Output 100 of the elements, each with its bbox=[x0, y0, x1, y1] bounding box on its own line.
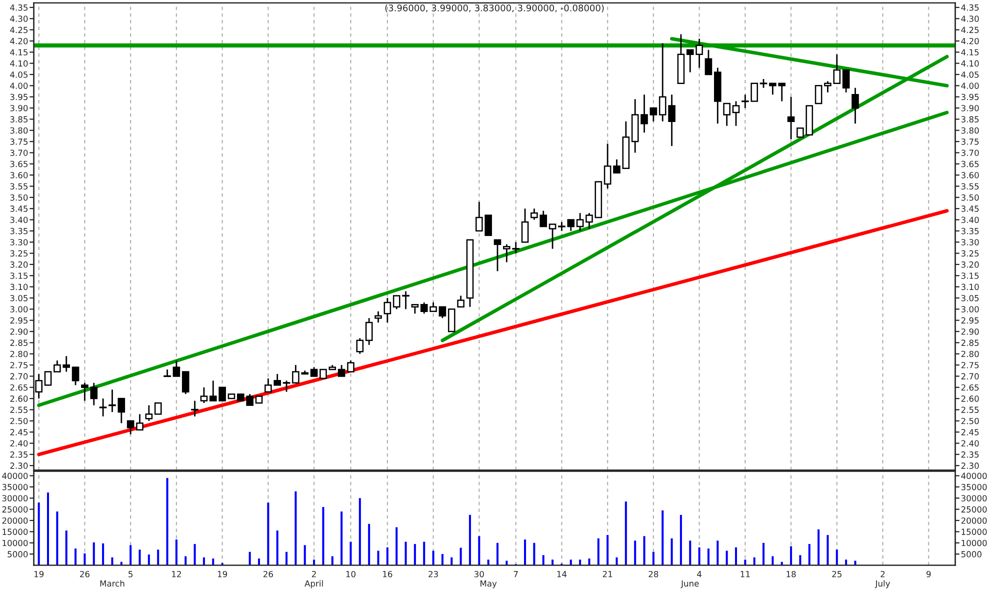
y-tick-label: 10000 bbox=[2, 540, 28, 546]
y-tick-label: 2.90 bbox=[10, 328, 28, 335]
y-tick-label: 2.60 bbox=[10, 396, 28, 402]
y-tick-label: 3.10 bbox=[10, 284, 28, 290]
x-tick-label: May bbox=[480, 580, 497, 588]
y2-tick-label: 2.60 bbox=[961, 396, 979, 402]
y-tick-label: 3.55 bbox=[10, 183, 28, 190]
y2-tick-label: 3.75 bbox=[961, 138, 979, 145]
y2-tick-label: 2.80 bbox=[961, 350, 979, 358]
y-tick-label: 3.25 bbox=[10, 250, 28, 257]
y-tick-label: 3.60 bbox=[10, 172, 28, 178]
x-tick-label: 18 bbox=[786, 570, 796, 578]
y2-tick-label: 2.35 bbox=[961, 451, 979, 458]
y-tick-label: 30000 bbox=[2, 495, 28, 502]
x-tick-label: 26 bbox=[80, 570, 90, 578]
y2-tick-label: 2.45 bbox=[961, 429, 979, 436]
y2-tick-label: 3.25 bbox=[961, 250, 979, 257]
y2-tick-label: 4.20 bbox=[961, 38, 979, 44]
y-tick-label: 3.90 bbox=[10, 104, 28, 112]
y2-tick-label: 3.20 bbox=[961, 261, 979, 268]
y2-tick-label: 2.95 bbox=[961, 317, 979, 324]
y2-tick-label: 2.40 bbox=[961, 440, 979, 447]
y2-tick-label: 10000 bbox=[962, 540, 987, 546]
y-tick-label: 3.20 bbox=[10, 261, 28, 268]
y-tick-label: 3.45 bbox=[10, 206, 28, 212]
y-tick-label: 3.75 bbox=[10, 138, 28, 145]
y2-tick-label: 2.85 bbox=[961, 340, 979, 346]
x-tick-label: 2 April bbox=[304, 570, 323, 588]
y-tick-label: 3.15 bbox=[10, 272, 28, 279]
y2-tick-label: 2.90 bbox=[961, 328, 979, 335]
x-tick-label: 23 bbox=[428, 570, 438, 578]
y-tick-label: 2.40 bbox=[10, 440, 28, 447]
y-tick-label: 4.10 bbox=[10, 60, 28, 67]
y2-tick-label: 4.05 bbox=[961, 71, 979, 78]
y-tick-label: 4.30 bbox=[10, 16, 28, 22]
y-tick-label: 2.85 bbox=[10, 340, 28, 346]
y2-tick-label: 3.10 bbox=[961, 284, 979, 290]
y2-tick-label: 3.45 bbox=[961, 206, 979, 212]
y-tick-label: 3.85 bbox=[10, 116, 28, 122]
y2-tick-label: 3.55 bbox=[961, 183, 979, 190]
x-tick-label: 7 bbox=[514, 571, 518, 578]
x-tick-label: 16 bbox=[383, 570, 392, 578]
y2-tick-label: 3.35 bbox=[961, 228, 979, 234]
x-tick-label: 14 bbox=[557, 571, 567, 578]
x-tick-label: 25 bbox=[832, 570, 842, 578]
y-tick-label: 3.70 bbox=[10, 150, 28, 156]
y-tick-label: 2.75 bbox=[10, 362, 28, 368]
y2-tick-label: 3.50 bbox=[961, 194, 979, 201]
y-tick-label: 2.30 bbox=[10, 462, 28, 469]
y-tick-label: 2.35 bbox=[10, 451, 28, 458]
y2-tick-label: 4.30 bbox=[961, 16, 979, 22]
y-tick-label: 4.05 bbox=[10, 71, 28, 78]
x-tick-label: 28 bbox=[648, 570, 658, 578]
y-tick-label: 4.00 bbox=[10, 82, 28, 89]
x-tick-label: 12 bbox=[172, 570, 181, 578]
y2-tick-label: 35000 bbox=[961, 484, 987, 490]
x-tick-label: 5 bbox=[128, 571, 132, 578]
y-tick-label: 2.80 bbox=[10, 350, 28, 358]
y2-tick-label: 4.10 bbox=[961, 60, 979, 67]
x-tick-label: March bbox=[100, 580, 124, 587]
y-tick-label: 20000 bbox=[2, 517, 28, 524]
y2-tick-label: 2.65 bbox=[961, 384, 979, 391]
y2-tick-label: 40000 bbox=[961, 472, 987, 479]
y-tick-label: 4.20 bbox=[10, 38, 28, 44]
y-tick-label: 2.70 bbox=[10, 373, 28, 380]
x-tick-label: 2 July bbox=[874, 570, 890, 588]
y-tick-label: 2.50 bbox=[10, 418, 28, 424]
y-tick-label: 2.65 bbox=[10, 384, 28, 391]
y2-tick-label: 4.15 bbox=[961, 49, 979, 56]
x-tick-label: 10 bbox=[346, 570, 356, 578]
x-tick-label: 30 bbox=[474, 570, 484, 578]
y-tick-label: 3.50 bbox=[10, 194, 28, 201]
y2-tick-label: 3.95 bbox=[961, 94, 979, 100]
x-tick-label: 21 bbox=[602, 570, 612, 578]
x-tick-label: 19 bbox=[218, 570, 228, 578]
y-tick-label: 35000 bbox=[2, 484, 28, 490]
y2-tick-label: 3.60 bbox=[961, 172, 979, 178]
y2-tick-label: 4.25 bbox=[961, 26, 979, 34]
y2-tick-label: 20000 bbox=[961, 517, 987, 524]
y-tick-label: 25000 bbox=[2, 506, 28, 513]
y-tick-label: 40000 bbox=[2, 472, 28, 479]
y2-tick-label: 4.00 bbox=[961, 82, 979, 89]
y2-tick-label: 3.85 bbox=[961, 116, 979, 122]
y2-tick-label: 3.80 bbox=[961, 127, 979, 134]
x-tick-label: 9 bbox=[926, 570, 931, 578]
y-tick-label: 3.00 bbox=[10, 306, 28, 312]
y2-tick-label: 4.35 bbox=[961, 4, 979, 11]
y2-tick-label: 2.30 bbox=[961, 462, 979, 469]
y2-tick-label: 2.55 bbox=[961, 406, 979, 413]
y-tick-label: 3.30 bbox=[10, 239, 28, 246]
y-tick-label: 3.95 bbox=[10, 94, 28, 100]
y2-tick-label: 5000 bbox=[961, 551, 982, 558]
y-tick-label: 4.15 bbox=[10, 49, 28, 56]
y2-tick-label: 15000 bbox=[962, 528, 987, 535]
y2-tick-label: 2.70 bbox=[961, 373, 979, 380]
y-tick-label: 3.05 bbox=[10, 294, 28, 302]
x-tick-label: 4 bbox=[697, 571, 702, 578]
y2-tick-label: 3.30 bbox=[961, 239, 979, 246]
y2-tick-label: 3.00 bbox=[961, 306, 979, 312]
y2-tick-label: 3.70 bbox=[961, 150, 979, 156]
